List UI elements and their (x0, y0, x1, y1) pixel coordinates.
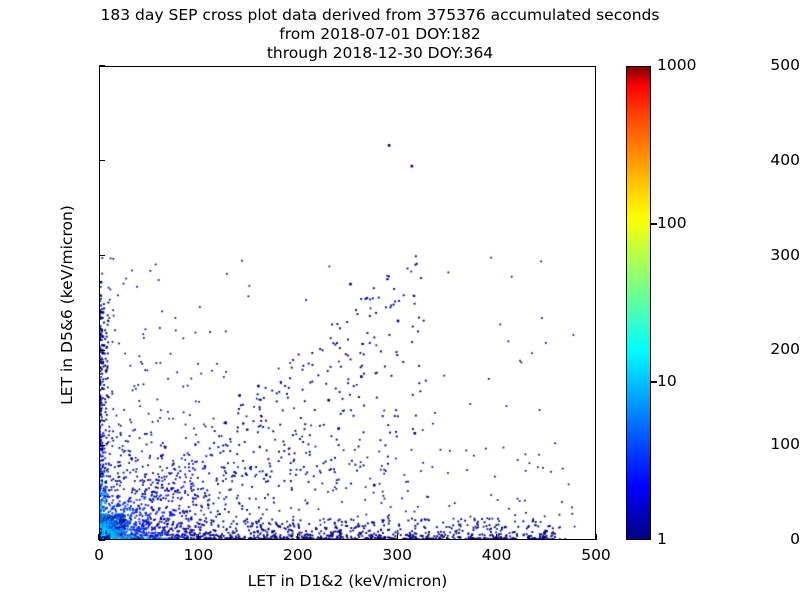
x-tick-label: 500 (581, 546, 611, 564)
y-tick-mark (99, 65, 105, 67)
y-axis-title: LET in D5&6 (keV/micron) (58, 205, 76, 405)
chart-title-line-1: 183 day SEP cross plot data derived from… (100, 6, 660, 24)
y-tick-label: 500 (770, 56, 800, 74)
y-tick-mark (99, 444, 105, 446)
x-tick-mark (197, 534, 200, 540)
colorbar-gradient (626, 66, 651, 540)
scatter-heatmap-canvas (100, 67, 595, 539)
x-tick-label: 0 (94, 546, 104, 564)
x-tick-mark (297, 534, 299, 540)
y-tick-label: 100 (770, 435, 800, 454)
x-tick-mark (396, 534, 398, 540)
chart-title-line-3: through 2018-12-30 DOY:364 (266, 44, 494, 62)
x-tick-mark (495, 534, 498, 540)
colorbar-tick-label: 1 (657, 530, 667, 548)
y-tick-label: 0 (790, 530, 800, 548)
colorbar-tick-label: 100 (657, 214, 687, 232)
colorbar-tick-mark (651, 381, 657, 383)
x-tick-label: 100 (183, 546, 214, 564)
chart-title-line-2: from 2018-07-01 DOY:182 (279, 25, 481, 43)
colorbar-tick-label: 1000 (657, 56, 697, 74)
y-tick-mark (99, 349, 105, 352)
y-tick-mark (99, 160, 105, 162)
y-tick-label: 300 (770, 245, 800, 264)
colorbar-tick-label: 10 (657, 372, 677, 390)
plot-area (99, 66, 596, 540)
y-tick-label: 400 (770, 150, 800, 169)
y-tick-mark (99, 254, 105, 257)
y-tick-label: 200 (770, 340, 800, 359)
x-tick-mark (595, 534, 597, 540)
x-tick-label: 400 (481, 546, 512, 564)
colorbar-tick-mark (651, 223, 657, 225)
x-tick-label: 300 (382, 546, 412, 564)
x-axis-title: LET in D1&2 (keV/micron) (247, 572, 448, 590)
x-tick-label: 200 (283, 546, 313, 564)
y-tick-mark (99, 539, 105, 541)
x-tick-mark (98, 534, 100, 540)
colorbar (626, 66, 651, 540)
chart-title: 183 day SEP cross plot data derived from… (0, 6, 760, 63)
